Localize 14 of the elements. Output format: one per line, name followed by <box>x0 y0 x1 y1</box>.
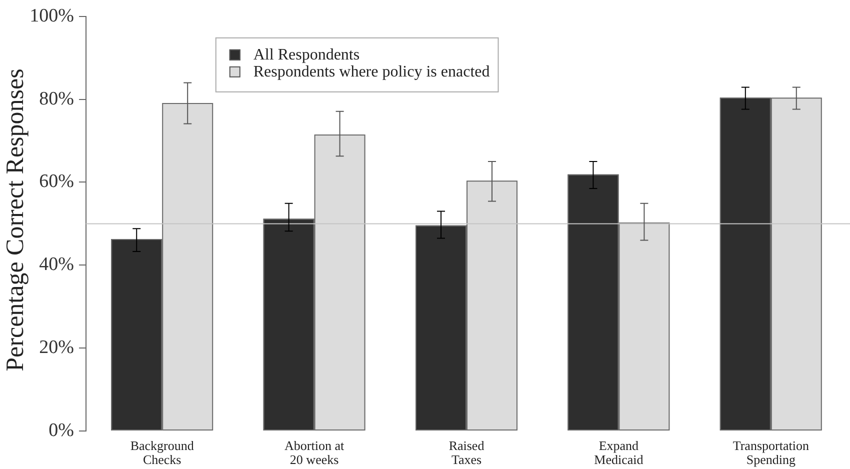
y-tick-label: 100% <box>30 5 74 26</box>
legend-label: Respondents where policy is enacted <box>253 64 490 81</box>
legend-label: All Respondents <box>253 46 360 64</box>
y-tick-label: 40% <box>39 254 74 276</box>
x-tick-label: Raised Taxes <box>448 438 485 467</box>
y-tick-label: 60% <box>39 171 74 192</box>
y-tick-label: 20% <box>39 337 74 358</box>
x-tick-label: Background Checks <box>130 438 194 467</box>
x-tick-label: Transportation Spending <box>732 438 810 467</box>
y-tick-label: 0% <box>48 420 74 441</box>
y-tick-label: 80% <box>39 88 74 110</box>
x-tick-label: Expand Medicaid <box>594 438 644 467</box>
x-tick-label: Abortion at 20 weeks <box>284 438 344 467</box>
y-axis-title: Percentage Correct Responses <box>2 68 30 372</box>
